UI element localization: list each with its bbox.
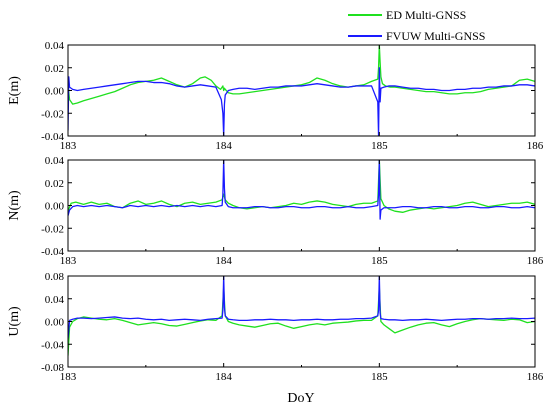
- panel-u-xtick-label: 184: [215, 371, 232, 383]
- panel-n: 183 184 185 186 -0.04 -0.02 0.00 0.02 0.04 N(m): [7, 155, 544, 267]
- panel-n-series: [68, 160, 535, 220]
- panel-n-ytick-label: -0.02: [41, 223, 64, 235]
- panel-n-ylabel: N(m): [7, 190, 22, 221]
- panel-u: 183 184 185 186 -0.08 -0.04 0.00 0.04 0.08 U(m): [7, 271, 544, 383]
- panel-n-ytick-label: -0.04: [41, 246, 64, 258]
- legend: ED Multi-GNSS FVUW Multi-GNSS: [348, 8, 485, 43]
- panel-n-series-ed-line: [68, 160, 535, 213]
- panel-u-series: [68, 276, 535, 356]
- panel-u-ytick-label: 0.08: [45, 271, 65, 283]
- x-axis-label: DoY: [287, 391, 314, 406]
- panel-e-frame: [67, 44, 536, 137]
- panel-u-ytick-label: -0.08: [41, 362, 64, 374]
- panel-e: 183 184 185 186 -0.04 -0.02 0.00 0.02 0.04 E(m): [7, 40, 544, 152]
- panel-u-axes: 183 184 185 186 -0.08 -0.04 0.00 0.04 0.08: [41, 271, 544, 383]
- panel-n-xtick-label: 184: [215, 255, 232, 267]
- panel-n-ytick-label: 0.00: [45, 201, 65, 213]
- panel-e-ylabel: E(m): [7, 76, 22, 105]
- panel-e-ytick-label: 0.02: [45, 63, 64, 75]
- panel-e-series-ed-line: [68, 45, 535, 105]
- panel-n-xtick-label: 185: [371, 255, 388, 267]
- panel-u-ytick-label: 0.00: [45, 317, 65, 329]
- legend-label-ed: ED Multi-GNSS: [386, 8, 466, 22]
- panel-e-ytick-label: 0.04: [45, 40, 65, 52]
- panel-u-series-ed-line: [68, 286, 535, 356]
- panel-u-ytick-label: -0.04: [41, 339, 64, 351]
- panel-u-ylabel: U(m): [7, 306, 22, 337]
- legend-label-fvuw: FVUW Multi-GNSS: [386, 29, 485, 43]
- panel-u-series-fvuw-line: [68, 276, 535, 339]
- panel-e-xtick-label: 186: [527, 140, 544, 152]
- panel-u-ytick-label: 0.04: [45, 294, 65, 306]
- panel-n-ytick-label: 0.04: [45, 155, 65, 167]
- panel-e-series-fvuw-line: [68, 67, 535, 136]
- panel-e-xtick-label: 184: [215, 140, 232, 152]
- panel-n-xtick-label: 186: [527, 255, 544, 267]
- panel-e-ytick-label: 0.00: [45, 86, 65, 98]
- panel-e-axes: 183 184 185 186 -0.04 -0.02 0.00 0.02 0.04: [41, 40, 544, 152]
- panel-n-ytick-label: 0.02: [45, 178, 64, 190]
- panel-e-ytick-label: -0.04: [41, 131, 64, 143]
- panel-u-xtick-label: 183: [60, 371, 77, 383]
- panel-n-frame: [67, 159, 536, 252]
- panel-e-series: [68, 45, 535, 136]
- panel-e-xtick-label: 185: [371, 140, 388, 152]
- panel-e-xtick-label: 183: [60, 140, 77, 152]
- panel-e-ytick-label: -0.02: [41, 108, 64, 120]
- panel-n-series-fvuw-line: [68, 160, 535, 220]
- panel-u-xtick-label: 185: [371, 371, 388, 383]
- panel-n-xtick-label: 183: [60, 255, 77, 267]
- panel-u-xtick-label: 186: [527, 371, 544, 383]
- panel-n-axes: 183 184 185 186 -0.04 -0.02 0.00 0.02 0.04: [41, 155, 544, 267]
